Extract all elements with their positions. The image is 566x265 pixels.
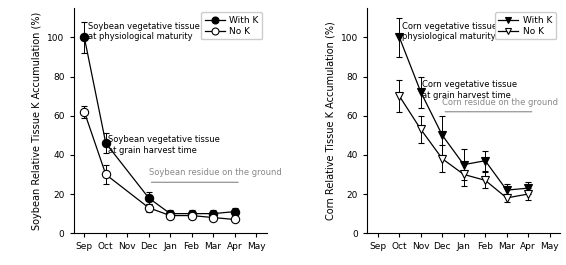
Text: Corn residue on the ground: Corn residue on the ground [442,98,558,107]
Y-axis label: Corn Relative Tissue K Accumulation (%): Corn Relative Tissue K Accumulation (%) [325,21,335,220]
Text: Soybean vegetative tissue
at grain harvest time: Soybean vegetative tissue at grain harve… [108,135,220,155]
Text: Corn vegetative tissue
at grain harvest time: Corn vegetative tissue at grain harvest … [422,80,517,100]
Text: Soybean residue on the ground: Soybean residue on the ground [149,168,281,177]
Legend: With K, No K: With K, No K [495,12,556,39]
Legend: With K, No K: With K, No K [201,12,262,39]
Y-axis label: Soybean Relative Tissue K Accumulation (%): Soybean Relative Tissue K Accumulation (… [32,11,42,230]
Text: Soybean vegetative tissue
at physiological maturity: Soybean vegetative tissue at physiologic… [88,22,199,41]
Text: Corn vegetative tissue at
physiological maturity: Corn vegetative tissue at physiological … [401,22,508,41]
